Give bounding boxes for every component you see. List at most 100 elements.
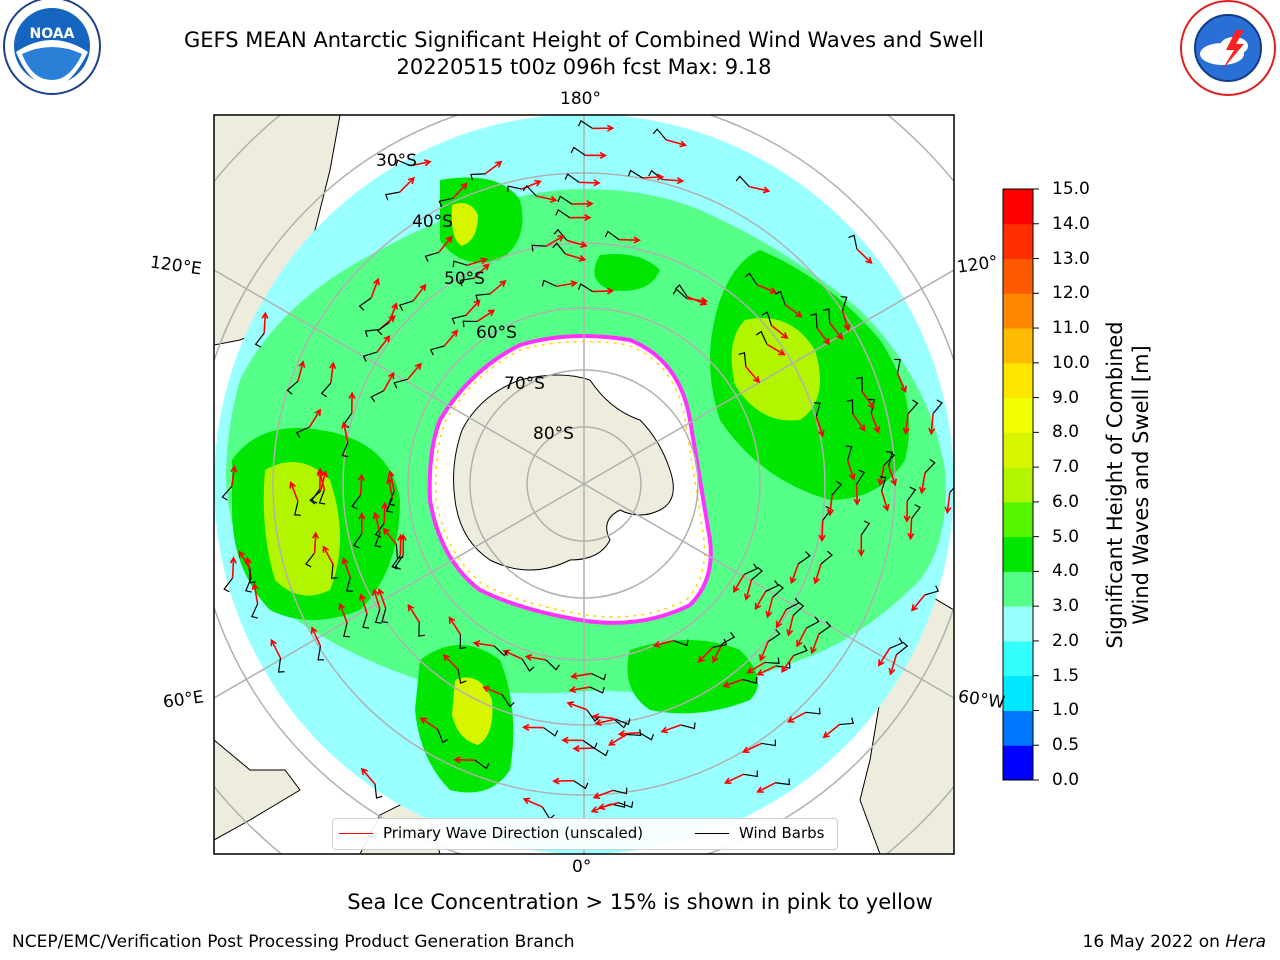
wave-direction-arrow [524,653,547,661]
wave-direction-arrow [341,556,352,578]
wind-barb [573,780,589,790]
wind-barb [462,320,478,328]
wave-direction-arrow [448,616,462,635]
wind-barb [738,352,747,367]
wave-direction-arrow [754,591,767,611]
wind-barb [743,770,758,778]
wind-barb [742,677,758,684]
wind-barb [470,173,486,181]
wave-direction-arrow [270,638,282,659]
wind-barb [840,295,848,311]
colorbar-tick-label: 1.5 [1052,665,1080,686]
wind-barb [582,739,598,750]
wind-barb [674,284,688,298]
wind-barb [522,185,537,197]
wind-barb [376,322,390,336]
wind-barb [593,747,609,757]
wave-direction-arrow [341,421,349,443]
wave-band-indian-w-peak [263,462,340,596]
wind-barb [543,727,559,737]
wind-barb [493,645,509,657]
wind-barb [846,399,854,415]
colorbar-tick-label: 5.0 [1052,526,1080,547]
wind-barb [457,669,467,684]
wave-direction-arrow [289,481,299,502]
wave-direction-arrow [665,139,688,148]
wave-direction-arrow [467,257,489,267]
wind-barb [459,634,467,650]
wave-direction-arrow [870,413,881,434]
wave-direction-arrow [385,476,394,499]
wave-direction-arrow [662,177,685,185]
colorbar [1003,188,1039,781]
wind-barb [743,563,758,576]
wave-direction-arrow [229,556,237,578]
wave-direction-arrow [784,304,803,318]
wave-direction-arrow [566,701,588,711]
wave-direction-arrow [746,661,766,674]
wind-barb [295,426,310,438]
wave-direction-arrow [484,160,503,175]
wave-band-atlantic [627,640,758,714]
wave-direction-arrow [765,597,774,619]
wave-direction-arrow [297,360,306,382]
lat-label-50s: 50°S [444,269,485,289]
wind-barb [545,659,560,671]
wind-barb [577,283,593,293]
wind-barb [385,191,400,201]
wind-barb [680,722,696,730]
lat-label-80s: 80°S [533,424,574,444]
wind-barb [911,504,921,519]
wind-barb [362,613,370,629]
wave-direction-arrow [376,335,391,353]
wave-band-pacific-peak [451,202,478,246]
wind-barb [305,552,316,568]
footer-date: 16 May 2022 on Hera [1083,932,1267,952]
wind-barb [557,195,573,205]
wave-direction-arrow [452,182,468,199]
wave-direction-arrow [903,501,911,523]
wave-direction-arrow [372,511,381,533]
wave-band-s-america-peak [731,318,820,421]
wave-direction-arrow [473,263,490,279]
wave-direction-arrow [381,501,389,524]
colorbar-swatch [1003,328,1033,364]
colorbar-tick-label: 3.0 [1052,596,1080,617]
colorbar-tick-label: 0.0 [1052,770,1080,790]
wave-direction-arrow [846,459,856,481]
wave-direction-arrow [829,322,844,341]
wind-barb [374,522,385,538]
wave-direction-arrow [781,654,795,674]
wind-barb [398,300,414,311]
wave-direction-arrow [372,588,381,610]
colorbar-tick-label: 12.0 [1052,283,1090,304]
wind-barb [889,637,904,649]
nws-logo [1180,0,1276,96]
wind-barb [586,709,600,722]
wind-barb [374,608,382,624]
wind-barb [424,251,440,262]
legend-wave-label: Primary Wave Direction (unscaled) [383,824,644,842]
wind-barb [820,550,833,565]
wave-direction-arrow [310,626,322,647]
wind-barb [767,629,781,643]
wave-direction-arrow [687,295,708,306]
wave-direction-arrow [230,465,238,487]
wave-direction-arrow [810,633,820,655]
wind-barb [793,645,808,656]
chart-subtitle: 20220515 t00z 096h fcst Max: 9.18 [396,55,772,79]
lon-label-180: 180° [560,89,601,109]
wave-direction-arrow [407,362,422,380]
legend-wave-line-icon [339,833,373,834]
wave-direction-arrow [566,239,588,248]
wind-barb [294,501,301,516]
colorbar-swatch [1003,189,1033,225]
wave-direction-arrow [585,151,607,160]
wind-barb [346,577,353,592]
wind-barb [856,469,865,485]
graticule [214,115,954,854]
wind-barb [949,478,954,493]
wave-direction-arrow [238,550,251,570]
wave-direction-arrow [786,711,807,723]
wave-direction-arrow [877,647,891,667]
